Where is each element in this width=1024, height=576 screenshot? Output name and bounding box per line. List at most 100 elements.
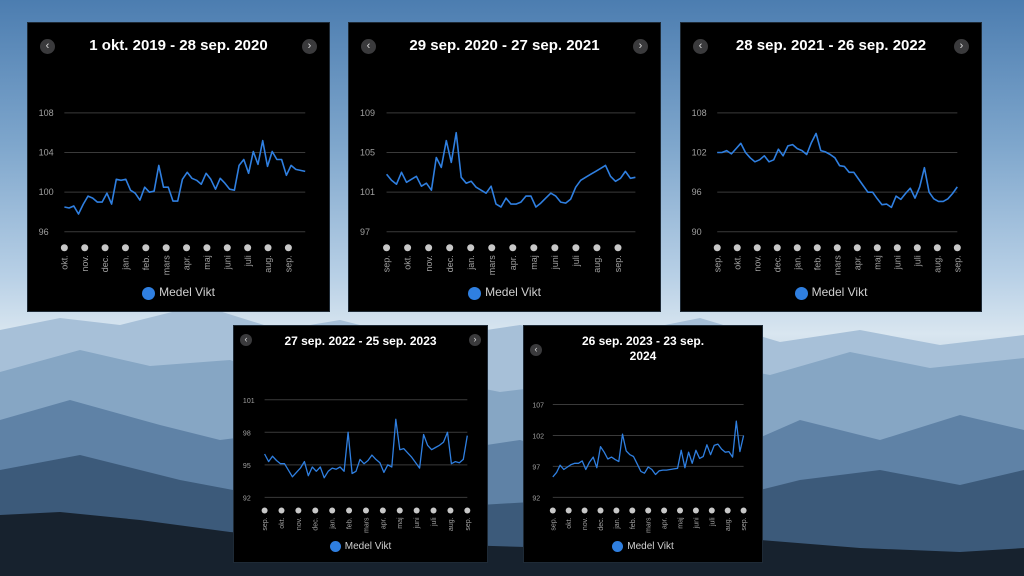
x-month-label: apr. [662,517,669,529]
month-marker-dot[interactable] [261,507,268,514]
x-month-label: nov. [296,517,303,530]
month-marker-dot[interactable] [223,244,231,252]
x-month-label: mars [363,517,370,533]
month-marker-dot[interactable] [893,244,901,252]
month-marker-dot[interactable] [101,244,109,252]
month-marker-dot[interactable] [142,244,150,252]
month-marker-dot[interactable] [60,244,68,252]
prev-period-button[interactable]: ‹ [530,344,542,356]
month-marker-dot[interactable] [509,244,517,252]
month-marker-dot[interactable] [404,244,412,252]
month-marker-dot[interactable] [549,507,556,514]
legend-label: Medel Vikt [627,541,674,553]
y-tick-label: 108 [39,108,54,118]
month-marker-dot[interactable] [362,507,369,514]
y-tick-label: 97 [360,227,370,237]
x-month-label: sep. [952,255,962,272]
x-month-label: juli [431,517,438,527]
prev-period-button[interactable]: ‹ [240,334,252,346]
month-marker-dot[interactable] [551,244,559,252]
month-marker-dot[interactable] [724,507,731,514]
month-marker-dot[interactable] [740,507,747,514]
month-marker-dot[interactable] [383,244,391,252]
chevron-right-icon: › [307,40,312,52]
month-marker-dot[interactable] [379,507,386,514]
month-marker-dot[interactable] [446,244,454,252]
month-marker-dot[interactable] [613,507,620,514]
x-month-label: juni [693,517,700,529]
month-marker-dot[interactable] [593,244,601,252]
month-marker-dot[interactable] [425,244,433,252]
next-period-button[interactable]: › [302,39,317,54]
month-marker-dot[interactable] [853,244,861,252]
month-marker-dot[interactable] [572,244,580,252]
next-period-button[interactable]: › [954,39,969,54]
month-marker-dot[interactable] [953,244,961,252]
month-marker-dot[interactable] [121,244,129,252]
month-marker-dot[interactable] [244,244,252,252]
x-month-label: juli [709,517,716,527]
month-marker-dot[interactable] [183,244,191,252]
y-tick-label: 97 [532,464,540,471]
month-marker-dot[interactable] [346,507,353,514]
month-marker-dot[interactable] [396,507,403,514]
month-marker-dot[interactable] [793,244,801,252]
month-marker-dot[interactable] [430,507,437,514]
month-marker-dot[interactable] [467,244,475,252]
month-marker-dot[interactable] [278,507,285,514]
month-marker-dot[interactable] [581,507,588,514]
month-marker-dot[interactable] [284,244,292,252]
month-marker-dot[interactable] [312,507,319,514]
x-month-label: jan. [330,517,337,529]
next-period-button[interactable]: › [633,39,648,54]
month-marker-dot[interactable] [733,244,741,252]
month-marker-dot[interactable] [264,244,272,252]
month-marker-dot[interactable] [447,507,454,514]
y-tick-label: 92 [243,495,251,502]
month-marker-dot[interactable] [833,244,841,252]
month-marker-dot[interactable] [565,507,572,514]
x-month-label: juli [571,255,581,267]
x-month-label: sep. [465,517,472,530]
x-month-label: jan. [614,517,621,529]
month-marker-dot[interactable] [873,244,881,252]
month-marker-dot[interactable] [530,244,538,252]
month-marker-dot[interactable] [753,244,761,252]
x-month-label: okt. [279,517,286,528]
month-marker-dot[interactable] [913,244,921,252]
x-month-label: mars [832,255,842,275]
x-month-label: sep. [550,517,557,530]
month-marker-dot[interactable] [813,244,821,252]
month-marker-dot[interactable] [413,507,420,514]
x-month-label: dec. [313,517,320,530]
month-marker-dot[interactable] [933,244,941,252]
month-marker-dot[interactable] [692,507,699,514]
prev-period-button[interactable]: ‹ [693,39,708,54]
y-tick-label: 109 [360,108,375,118]
chart-panel-2022-2023: 27 sep. 2022 - 25 sep. 2023 ‹ › 92 95 98 101 se… [233,325,488,563]
legend: Medel Vikt [681,285,981,300]
next-period-button[interactable]: › [469,334,481,346]
month-marker-dot[interactable] [81,244,89,252]
month-marker-dot[interactable] [677,507,683,514]
month-marker-dot[interactable] [597,507,604,514]
month-marker-dot[interactable] [629,507,636,514]
month-marker-dot[interactable] [708,507,715,514]
month-marker-dot[interactable] [645,507,652,514]
month-marker-dot[interactable] [203,244,211,252]
month-marker-dot[interactable] [295,507,302,514]
month-marker-dot[interactable] [488,244,496,252]
x-month-label: aug. [725,517,732,531]
x-month-label: maj [529,255,539,270]
month-marker-dot[interactable] [614,244,622,252]
month-marker-dot[interactable] [329,507,336,514]
month-marker-dot[interactable] [464,507,471,514]
prev-period-button[interactable]: ‹ [40,39,55,54]
month-marker-dot[interactable] [162,244,170,252]
month-marker-dot[interactable] [773,244,781,252]
month-marker-dot[interactable] [713,244,721,252]
y-tick-label: 105 [360,148,375,158]
prev-period-button[interactable]: ‹ [361,39,376,54]
chart-title: 26 sep. 2023 - 23 sep. 2024 [581,334,705,363]
month-marker-dot[interactable] [661,507,668,514]
